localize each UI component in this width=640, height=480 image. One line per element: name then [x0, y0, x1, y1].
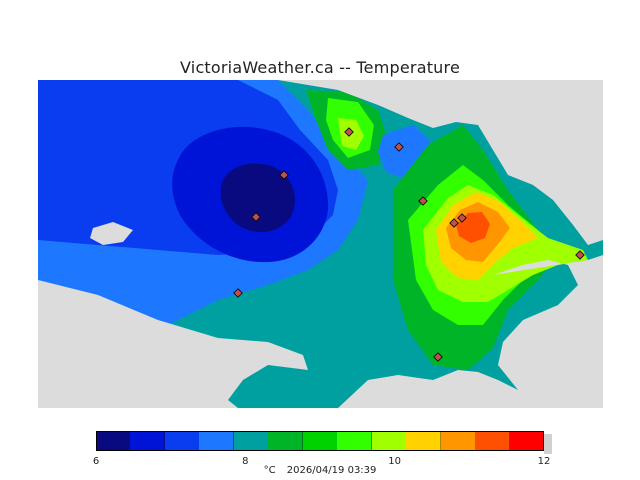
legend-unit: °C — [263, 465, 276, 476]
legend-swatch — [406, 431, 442, 451]
legend-swatch — [337, 431, 373, 451]
legend-caption: °C 2026/04/19 03:39 — [0, 465, 640, 476]
legend-swatch — [475, 431, 511, 451]
station-marker — [457, 213, 467, 223]
temperature-map — [38, 80, 603, 408]
page-title: VictoriaWeather.ca -- Temperature — [180, 58, 460, 77]
station-marker — [233, 288, 243, 298]
coastline-east-inlet — [493, 255, 603, 390]
coastline-south — [38, 280, 308, 408]
legend-timestamp: 2026/04/19 03:39 — [286, 465, 377, 476]
station-marker — [344, 127, 354, 137]
station-marker — [575, 250, 585, 260]
station-marker — [433, 352, 443, 362]
legend-tick-label: 8 — [242, 456, 249, 467]
legend-tick-label: 6 — [92, 456, 100, 467]
station-marker — [394, 142, 404, 152]
coastline-north — [278, 80, 603, 245]
legend-tick-label: 12 — [537, 456, 551, 467]
legend-swatch — [130, 431, 166, 451]
legend-swatch — [164, 431, 200, 451]
station-marker — [449, 218, 459, 228]
legend-swatch — [96, 431, 131, 451]
legend-swatch — [371, 431, 407, 451]
legend-swatch — [509, 431, 545, 451]
legend-swatch — [233, 431, 269, 451]
legend-shadow — [544, 434, 552, 454]
legend-swatch — [199, 431, 235, 451]
island-west — [90, 222, 133, 245]
island-southwest — [63, 312, 98, 330]
legend-swatch — [440, 431, 476, 451]
legend-swatch — [268, 431, 304, 451]
legend-tick-label: 10 — [388, 456, 402, 467]
legend-colorbar — [96, 431, 552, 454]
station-marker — [418, 196, 428, 206]
station-marker — [279, 170, 289, 180]
contour-zone-darkest-blue — [220, 163, 295, 233]
station-marker — [251, 212, 261, 222]
weather-stations — [233, 127, 585, 362]
coastline-southeast — [338, 370, 603, 408]
legend-swatch — [302, 431, 338, 451]
